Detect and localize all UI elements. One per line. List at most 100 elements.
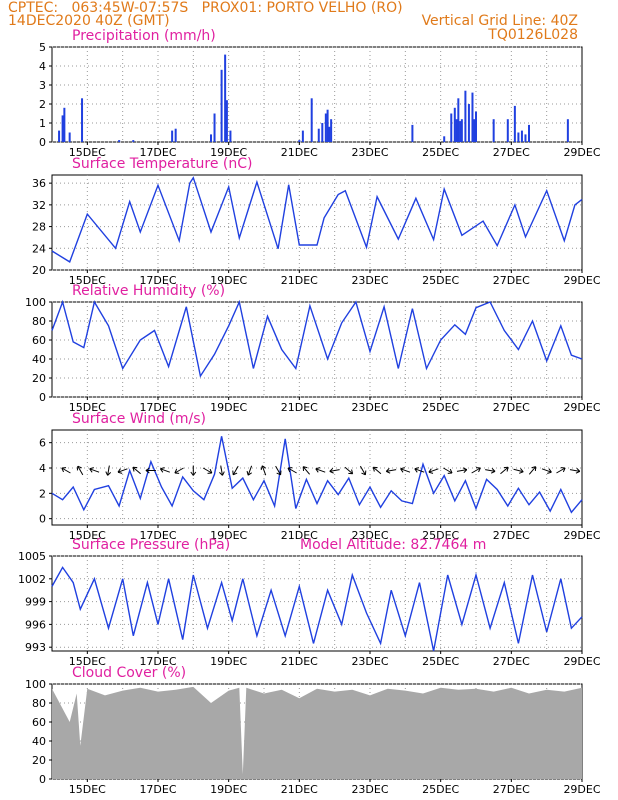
- wind-arrow: [246, 465, 253, 476]
- y-tick-label: 36: [32, 177, 46, 190]
- panel-1: 0 1 2 3 4 5 15DEC 17DEC 19DEC 21DEC 23DEC 25DEC 27DE…: [39, 28, 601, 159]
- x-tick-label: 23DEC: [351, 274, 388, 287]
- wind-arrow: [372, 466, 382, 475]
- x-tick-label: 17DEC: [139, 401, 176, 414]
- x-tick-label: 19DEC: [210, 146, 247, 159]
- wind-arrow: [414, 467, 425, 473]
- model-altitude-label: Model Altitude: 82.7464 m: [300, 537, 486, 553]
- x-tick-label: 19DEC: [210, 783, 247, 796]
- panel-title: Surface Temperature (nC): [72, 156, 253, 172]
- precip-bar: [328, 126, 331, 142]
- wind-arrow: [385, 467, 397, 474]
- precip-bar: [132, 140, 135, 142]
- x-tick-label: 21DEC: [281, 146, 318, 159]
- y-tick-label: 2: [39, 487, 46, 500]
- x-tick-label: 17DEC: [139, 655, 176, 668]
- precip-bar: [317, 128, 320, 142]
- y-tick-label: 80: [32, 315, 46, 328]
- y-tick-label: 24: [32, 242, 46, 255]
- x-tick-label: 15DEC: [69, 401, 106, 414]
- wind-arrow: [202, 467, 213, 474]
- y-tick-label: 3: [39, 79, 46, 92]
- precip-bar: [118, 140, 121, 142]
- precip-bar: [298, 140, 301, 142]
- wind-arrow: [145, 467, 156, 474]
- precip-bar: [63, 107, 66, 142]
- x-tick-label: 21DEC: [281, 529, 318, 542]
- x-tick-label: 23DEC: [351, 146, 388, 159]
- x-tick-label: 29DEC: [563, 274, 600, 287]
- y-tick-label: 20: [32, 264, 46, 277]
- y-tick-label: 6: [39, 437, 46, 450]
- precip-bar: [81, 98, 84, 142]
- precip-bar: [224, 54, 227, 142]
- panel-title: Relative Humidity (%): [72, 283, 225, 299]
- x-tick-label: 29DEC: [563, 401, 600, 414]
- precip-bar: [450, 113, 453, 142]
- precip-bar: [457, 98, 460, 142]
- precip-bar: [506, 119, 509, 142]
- y-tick-label: 2: [39, 98, 46, 111]
- x-tick-label: 25DEC: [422, 529, 459, 542]
- precip-bar: [473, 119, 476, 142]
- wind-arrow: [456, 467, 468, 474]
- precip-bar: [524, 134, 527, 142]
- x-tick-label: 15DEC: [69, 655, 106, 668]
- wind-arrow: [400, 467, 411, 473]
- wind-arrow: [61, 467, 71, 474]
- x-tick-label: 17DEC: [139, 146, 176, 159]
- precip-bar: [520, 130, 523, 142]
- x-tick-label: 27DEC: [493, 783, 530, 796]
- y-tick-label: 0: [39, 513, 46, 526]
- precip-bar: [471, 92, 474, 142]
- y-tick-label: 999: [25, 596, 46, 609]
- y-tick-label: 996: [25, 618, 46, 631]
- x-tick-label: 19DEC: [210, 401, 247, 414]
- panel-title: Surface Wind (m/s): [72, 411, 206, 427]
- precip-bar: [513, 105, 516, 142]
- y-tick-label: 28: [32, 221, 46, 234]
- panel-4: 0 2 4 6 15DEC 17DEC 19DEC 21DEC 23DEC 25DEC 27DEC 2…: [39, 411, 601, 542]
- y-tick-label: 0: [39, 391, 46, 404]
- wind-arrow: [159, 467, 170, 473]
- series-line: [51, 436, 583, 514]
- x-tick-label: 29DEC: [563, 146, 600, 159]
- y-tick-label: 40: [32, 735, 46, 748]
- wind-arrow: [485, 467, 496, 474]
- y-tick-label: 100: [25, 678, 46, 691]
- y-tick-label: 4: [39, 60, 46, 73]
- precip-bar: [68, 132, 71, 142]
- wind-arrow: [174, 467, 184, 474]
- x-tick-label: 25DEC: [422, 783, 459, 796]
- wind-arrow: [344, 466, 354, 475]
- wind-arrow: [219, 465, 225, 476]
- precip-bar: [455, 119, 458, 142]
- y-tick-label: 40: [32, 353, 46, 366]
- y-tick-label: 1: [39, 117, 46, 130]
- y-tick-label: 80: [32, 697, 46, 710]
- y-tick-label: 4: [39, 462, 46, 475]
- x-tick-label: 15DEC: [69, 783, 106, 796]
- y-tick-label: 60: [32, 334, 46, 347]
- x-tick-label: 25DEC: [422, 655, 459, 668]
- precip-bar: [517, 132, 520, 142]
- wind-arrow: [132, 466, 141, 475]
- precip-bar: [58, 130, 61, 142]
- panel-title: Precipitation (mm/h): [72, 28, 216, 44]
- precip-bar: [174, 128, 177, 142]
- y-tick-label: 0: [39, 136, 46, 149]
- wind-arrow: [76, 465, 84, 476]
- precip-bar: [492, 119, 495, 142]
- precip-bar: [459, 121, 462, 142]
- x-tick-label: 19DEC: [210, 529, 247, 542]
- panel-5: 993 996 999 1002 1005 15DEC 17DEC 19DEC 21DEC 23D…: [18, 537, 601, 668]
- wind-arrow: [528, 466, 537, 475]
- panel-2: 20 24 28 32 36 15DEC 17DEC 19DEC 21DEC 23DEC 25DEC…: [32, 156, 601, 287]
- x-tick-label: 23DEC: [351, 655, 388, 668]
- x-tick-label: 21DEC: [281, 401, 318, 414]
- y-tick-label: 32: [32, 199, 46, 212]
- panel-title: Cloud Cover (%): [72, 665, 186, 681]
- plot-frame: [51, 301, 583, 398]
- precip-bar: [460, 119, 463, 142]
- precip-bar: [210, 134, 212, 142]
